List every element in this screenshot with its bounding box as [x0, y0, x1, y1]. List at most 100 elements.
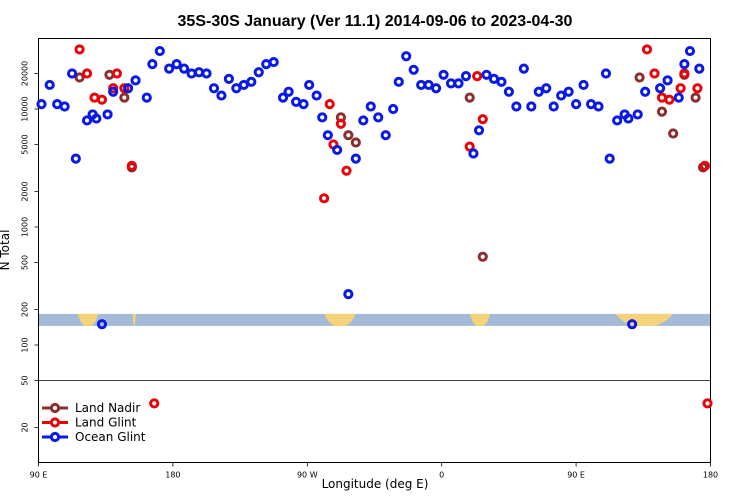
data-point [664, 94, 675, 105]
data-point [341, 165, 352, 176]
x-tick-label: 180 [165, 471, 180, 480]
legend-label: Land Glint [75, 416, 137, 430]
data-point [679, 59, 690, 70]
data-point [208, 83, 220, 94]
data-point [673, 92, 684, 103]
data-point [655, 83, 666, 94]
data-point [365, 101, 376, 112]
data-point [431, 83, 442, 94]
data-point [311, 90, 322, 101]
data-point [496, 76, 507, 87]
data-point [81, 68, 93, 79]
data-point [702, 398, 713, 409]
data-point [675, 83, 686, 94]
data-point [473, 125, 485, 136]
x-axis-title: Longitude (deg E) [322, 477, 429, 491]
data-point [147, 59, 158, 70]
data-point [36, 99, 47, 110]
data-point [649, 68, 660, 79]
land-segment [324, 313, 356, 327]
data-point [81, 115, 93, 126]
data-point [216, 90, 227, 101]
data-point [358, 115, 369, 126]
x-tick-label: 0 [439, 471, 444, 480]
data-point [578, 79, 589, 91]
data-point [656, 106, 668, 117]
data-point [343, 288, 354, 300]
data-point [102, 109, 113, 120]
data-point [634, 72, 645, 83]
data-point [627, 319, 638, 330]
data-point [324, 99, 335, 110]
land-segment [77, 313, 99, 327]
legend-marker [49, 431, 61, 443]
data-point [401, 51, 412, 62]
legend-marker [49, 417, 61, 428]
data-point [468, 148, 479, 159]
data-point [481, 69, 492, 80]
y-axis: 20000 10000 5000 2000 1000 500 200 100 50 20 [21, 61, 39, 433]
data-point [154, 45, 165, 57]
data-point [119, 92, 130, 103]
data-point [692, 83, 703, 94]
data-point [694, 63, 705, 74]
data-point [556, 90, 567, 101]
data-point [477, 251, 488, 262]
data-point [460, 71, 472, 82]
data-point [526, 101, 537, 112]
legend-label: Ocean Glint [75, 430, 146, 444]
data-point [335, 118, 346, 129]
data-point [593, 101, 604, 112]
data-point [477, 114, 488, 125]
data-point [438, 69, 449, 80]
data-point [373, 112, 384, 123]
data-point [91, 113, 102, 124]
data-point [223, 73, 234, 84]
data-point [186, 68, 197, 79]
data-point [108, 86, 119, 97]
data-point [684, 45, 696, 57]
data-point [503, 86, 514, 97]
data-point [511, 101, 522, 112]
data-point [518, 63, 529, 74]
data-point [393, 76, 404, 87]
x-tick-label: 90 E [567, 471, 585, 480]
data-point [679, 68, 690, 79]
data-point [641, 44, 653, 55]
legend-label: Land Nadir [75, 401, 140, 415]
plot-frame [38, 38, 711, 463]
y-tick-label: 100 [21, 337, 30, 352]
y-tick-label: 20 [21, 422, 30, 432]
data-point [668, 128, 679, 139]
data-point [67, 68, 78, 79]
data-point [164, 63, 175, 74]
series-land-nadir [74, 69, 709, 262]
data-point [464, 92, 475, 103]
y-tick-label: 5000 [21, 134, 30, 154]
data-point [130, 75, 141, 86]
data-point [96, 94, 108, 105]
data-point [350, 153, 361, 164]
data-point [350, 137, 361, 148]
data-point [623, 113, 634, 124]
y-tick-label: 20000 [21, 61, 30, 86]
data-point [96, 319, 108, 330]
data-point [388, 103, 399, 115]
data-point [149, 398, 160, 409]
data-point [119, 83, 130, 94]
data-point [246, 76, 257, 87]
data-point [74, 72, 85, 83]
ocean-band [38, 313, 711, 326]
data-point [640, 86, 651, 97]
data-point [201, 68, 212, 79]
land-segment [469, 313, 491, 327]
data-point [699, 160, 711, 171]
data-point [322, 130, 333, 141]
data-point [472, 71, 483, 82]
data-point [317, 112, 328, 123]
data-point [408, 64, 419, 75]
data-point [179, 63, 190, 74]
data-point [612, 115, 623, 126]
